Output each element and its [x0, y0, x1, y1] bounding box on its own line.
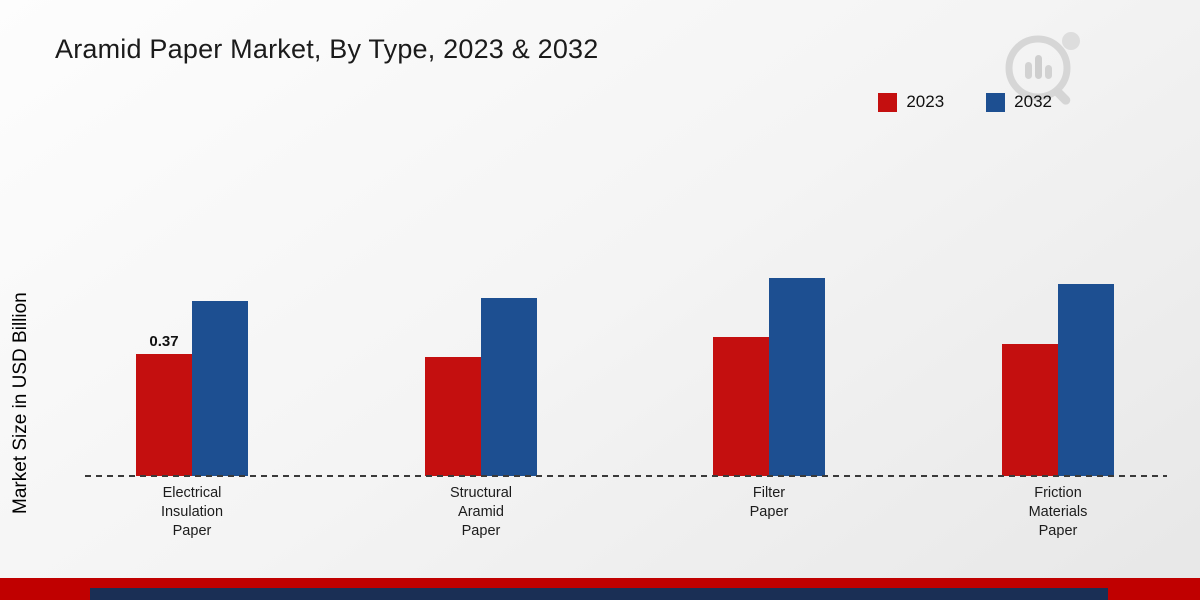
bar-2032-structural [481, 298, 537, 476]
legend-label-2023: 2023 [906, 92, 945, 111]
bar-2023-electrical [136, 354, 192, 476]
footer-navy-band [90, 588, 1108, 600]
brand-watermark-icon [1005, 32, 1080, 105]
category-label-filter: Filter Paper [749, 485, 789, 520]
legend-swatch-2032 [986, 92, 1006, 112]
bar-value-label-2023-electrical: 0.37 [149, 333, 179, 350]
category-label-structural: Structural Aramid Paper [449, 485, 513, 539]
bar-2032-filter [769, 278, 825, 476]
chart-title: Aramid Paper Market, By Type, 2023 & 203… [55, 34, 599, 64]
legend-swatch-2023 [878, 92, 898, 112]
bar-2023-structural [425, 357, 481, 476]
bar-2032-electrical [192, 301, 248, 476]
legend-item-2023: 2023 [878, 92, 944, 112]
bar-2023-friction [1002, 344, 1058, 476]
legend: 2023 2032 [878, 92, 1052, 112]
category-label-electrical: Electrical Insulation Paper [160, 485, 224, 539]
category-label-friction: Friction Materials Paper [1028, 485, 1088, 539]
legend-item-2032: 2032 [986, 92, 1052, 112]
bar-2023-filter [713, 337, 769, 476]
x-axis-baseline [85, 475, 1167, 477]
legend-label-2032: 2032 [1014, 92, 1052, 111]
bar-2032-friction [1058, 284, 1114, 476]
